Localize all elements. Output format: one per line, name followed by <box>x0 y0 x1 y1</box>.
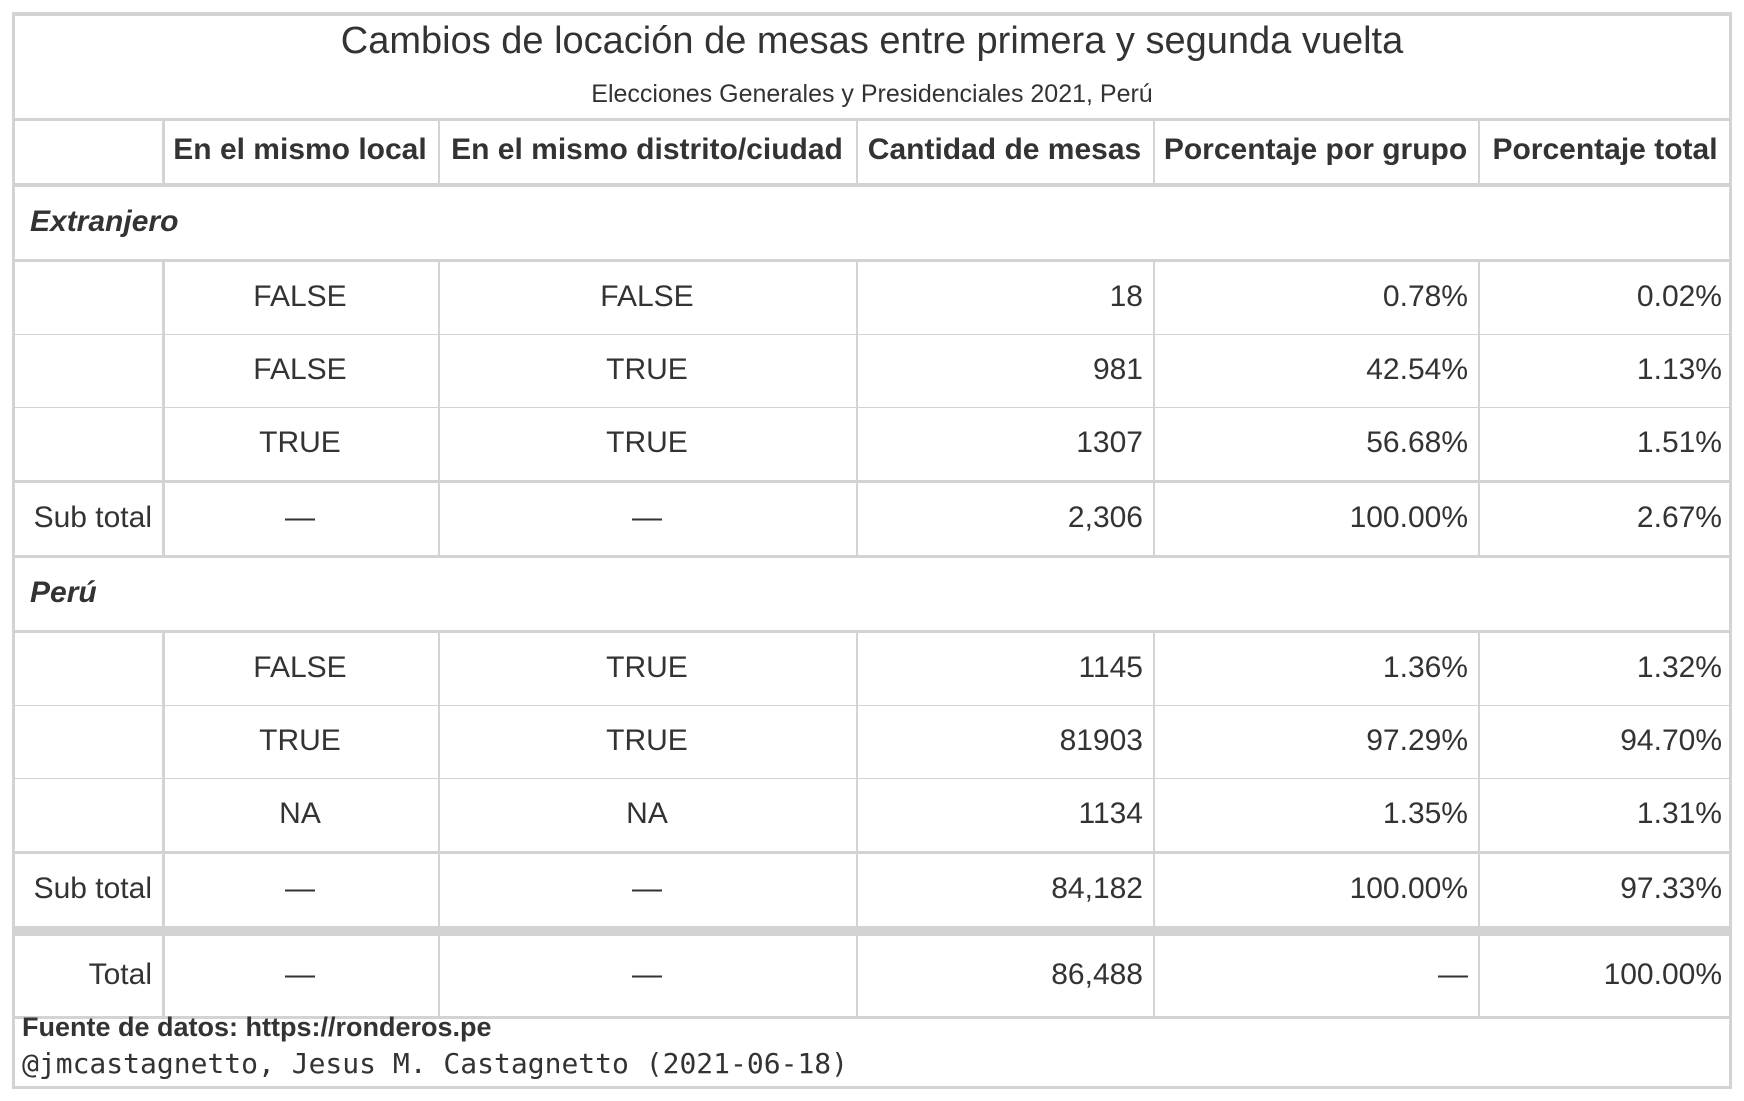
column-divider-group1-4 <box>1153 633 1155 926</box>
table-cell: 1.13% <box>1636 353 1722 386</box>
grand-total-rule <box>12 926 1732 936</box>
column-header: Porcentaje total <box>1492 133 1718 166</box>
total-cell: 86,488 <box>1051 958 1143 991</box>
column-divider-group0-3 <box>856 262 858 555</box>
table-cell: 1.31% <box>1636 797 1722 830</box>
table-cell: TRUE <box>606 651 688 684</box>
group-rule <box>12 259 1732 262</box>
column-divider-total-5 <box>1478 936 1480 1016</box>
total-cell: — <box>632 958 662 991</box>
group-end-rule <box>12 555 1732 558</box>
table-cell: TRUE <box>606 724 688 757</box>
column-divider-stub-group1 <box>162 633 165 926</box>
table-cell: 97.29% <box>1366 724 1468 757</box>
row-rule <box>12 334 1732 335</box>
table-frame <box>12 12 1732 1089</box>
column-divider-group0-2 <box>438 262 440 555</box>
table-title: Cambios de locación de mesas entre prime… <box>340 20 1404 62</box>
table-cell: TRUE <box>606 426 688 459</box>
subtotal-rule <box>12 851 1732 854</box>
column-divider-header-4 <box>1153 121 1155 183</box>
column-header: Cantidad de mesas <box>867 133 1142 166</box>
total-cell: — <box>285 958 315 991</box>
column-divider-header-3 <box>856 121 858 183</box>
subtotal-cell: 100.00% <box>1349 501 1468 534</box>
row-rule <box>12 407 1732 408</box>
subtotal-cell: — <box>285 501 315 534</box>
table-cell: 981 <box>1092 353 1143 386</box>
column-header: Porcentaje por grupo <box>1163 133 1468 166</box>
table-cell: TRUE <box>259 724 341 757</box>
column-divider-total-2 <box>438 936 440 1016</box>
table-cell: 1.35% <box>1382 797 1468 830</box>
subtotal-cell: — <box>632 872 662 905</box>
table-subtitle: Elecciones Generales y Presidenciales 20… <box>591 80 1153 108</box>
subtotal-cell: 100.00% <box>1349 872 1468 905</box>
table-cell: FALSE <box>600 280 694 313</box>
subtotal-cell: 84,182 <box>1051 872 1143 905</box>
table-cell: FALSE <box>253 651 347 684</box>
group-label: Perú <box>30 576 97 609</box>
table-cell: NA <box>626 797 668 830</box>
subtotal-cell: 97.33% <box>1620 872 1722 905</box>
table-cell: 0.78% <box>1382 280 1468 313</box>
table-cell: 1145 <box>1078 651 1143 684</box>
subtotal-cell: 2,306 <box>1067 501 1143 534</box>
column-divider-group1-3 <box>856 633 858 926</box>
table-cell: 1307 <box>1076 426 1143 459</box>
subtotal-label: Sub total <box>33 501 152 534</box>
table-cell: TRUE <box>606 353 688 386</box>
column-divider-group0-5 <box>1478 262 1480 555</box>
column-header: En el mismo distrito/ciudad <box>451 133 843 166</box>
credit-line: @jmcastagnetto, Jesus M. Castagnetto (20… <box>22 1047 849 1080</box>
subtotal-cell: — <box>632 501 662 534</box>
column-divider-group0-4 <box>1153 262 1155 555</box>
header-top-rule <box>12 118 1732 121</box>
column-divider-stub-header <box>162 121 165 183</box>
table-cell: 42.54% <box>1366 353 1468 386</box>
table-cell: 94.70% <box>1620 724 1722 757</box>
table-cell: 18 <box>1109 280 1143 313</box>
total-cell: — <box>1438 958 1468 991</box>
group-label: Extranjero <box>30 205 179 238</box>
row-rule <box>12 778 1732 779</box>
table-cell: 56.68% <box>1366 426 1468 459</box>
column-divider-group1-5 <box>1478 633 1480 926</box>
column-divider-stub-group0 <box>162 262 165 555</box>
table-cell: FALSE <box>253 353 347 386</box>
column-divider-total-3 <box>856 936 858 1016</box>
table-cell: FALSE <box>253 280 347 313</box>
table-cell: NA <box>279 797 321 830</box>
table-cell: 0.02% <box>1636 280 1722 313</box>
column-divider-header-5 <box>1478 121 1480 183</box>
subtotal-label: Sub total <box>33 872 152 905</box>
table-cell: 1.36% <box>1382 651 1468 684</box>
header-bottom-rule <box>12 183 1732 187</box>
total-label: Total <box>88 958 152 991</box>
row-rule <box>12 705 1732 706</box>
subtotal-cell: — <box>285 872 315 905</box>
table-cell: 1.51% <box>1636 426 1722 459</box>
column-divider-total-4 <box>1153 936 1155 1016</box>
subtotal-rule <box>12 480 1732 483</box>
column-divider-header-2 <box>438 121 440 183</box>
column-divider-group1-2 <box>438 633 440 926</box>
subtotal-cell: 2.67% <box>1636 501 1722 534</box>
table-cell: 1134 <box>1078 797 1143 830</box>
source-note: Fuente de datos: https://ronderos.pe <box>22 1012 492 1042</box>
column-header: En el mismo local <box>173 133 427 166</box>
table-cell: TRUE <box>259 426 341 459</box>
table-cell: 81903 <box>1059 724 1143 757</box>
table-cell: 1.32% <box>1636 651 1722 684</box>
footer-rule <box>12 1016 1732 1019</box>
column-divider-stub-total <box>162 936 165 1016</box>
group-rule <box>12 630 1732 633</box>
total-cell: 100.00% <box>1603 958 1722 991</box>
